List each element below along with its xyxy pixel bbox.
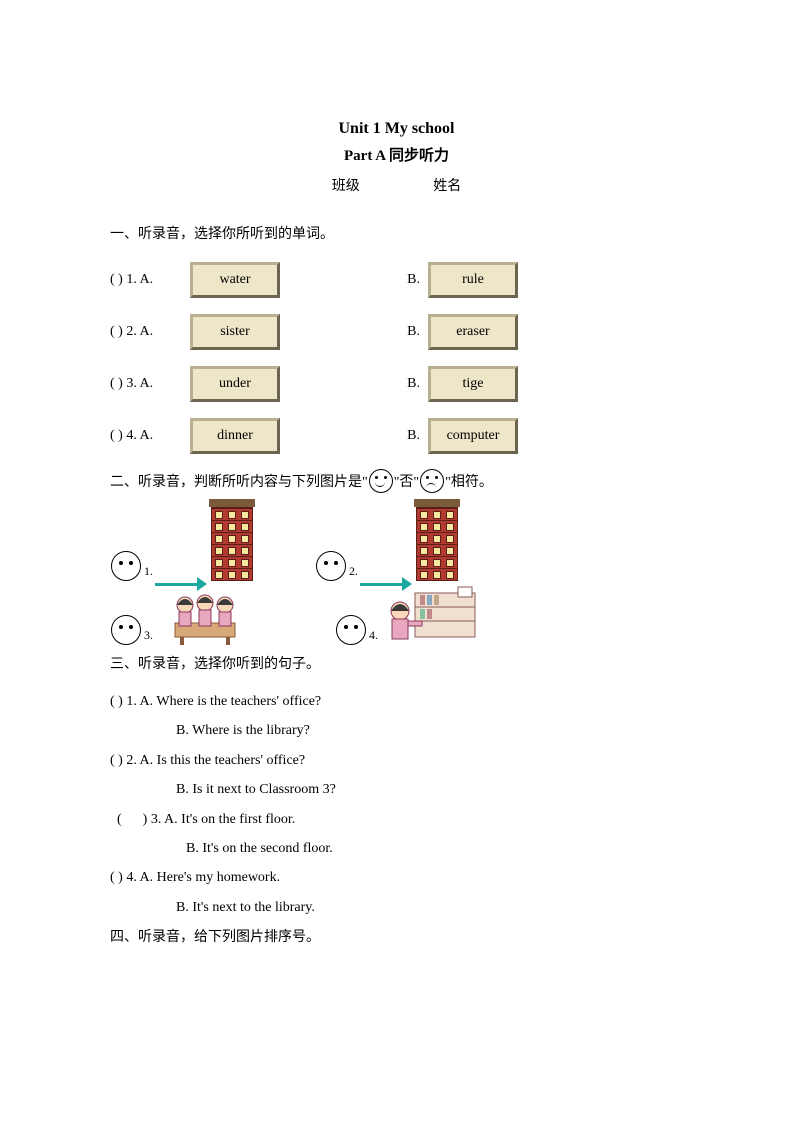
class-label: 班级 [332,175,360,195]
s1-q4-optB: computer [428,418,518,454]
cartoon-students-icon [155,585,255,645]
s1-q4-b-prefix: B. [280,428,428,444]
s2-num-2: 2. [349,564,358,579]
sad-icon [420,469,444,493]
s3-q1-a[interactable]: ( ) 1. A. Where is the teachers' office? [110,687,683,716]
page-subtitle: Part A 同步听力 [110,144,683,165]
s2-num-4: 4. [369,628,378,643]
smile-icon [369,469,393,493]
answer-face-1[interactable] [111,551,141,581]
s2-row-2: 3. [110,585,683,645]
s1-row-3: ( ) 3. A. under B. tige [110,361,683,407]
s1-q2-prefix[interactable]: ( ) 2. A. [110,324,190,340]
s1-row-4: ( ) 4. A. dinner B. computer [110,413,683,459]
s1-q3-optB: tige [428,366,518,402]
s3-q2-a[interactable]: ( ) 2. A. Is this the teachers' office? [110,746,683,775]
s2-item-2: 2. [315,499,460,581]
student-info-line: 班级 姓名 [110,175,683,195]
section4-title: 四、听录音，给下列图片排序号。 [110,926,683,946]
answer-face-4[interactable] [336,615,366,645]
section1-title: 一、听录音，选择你所听到的单词。 [110,223,683,243]
s3-q1-b: B. Where is the library? [110,716,683,745]
s1-q2-optB: eraser [428,314,518,350]
s1-row-2: ( ) 2. A. sister B. eraser [110,309,683,355]
s3-q4-a[interactable]: ( ) 4. A. Here's my homework. [110,863,683,892]
s3-q2-b: B. Is it next to Classroom 3? [110,775,683,804]
answer-face-2[interactable] [316,551,346,581]
answer-face-3[interactable] [111,615,141,645]
s1-q1-b-prefix: B. [280,272,428,288]
building-icon-1 [209,499,255,581]
page-title: Unit 1 My school [110,120,683,138]
s1-q2-b-prefix: B. [280,324,428,340]
s2-num-1: 1. [144,564,153,579]
section3-title: 三、听录音，选择你听到的句子。 [110,653,683,673]
s1-q4-prefix[interactable]: ( ) 4. A. [110,428,190,444]
building-icon-2 [414,499,460,581]
s2-item-3: 3. [110,585,255,645]
s3-q4-b: B. It's next to the library. [110,893,683,922]
name-label: 姓名 [433,175,461,195]
s2-title-p1: 二、听录音，判断所听内容与下列图片是" [110,471,368,491]
s1-q1-prefix[interactable]: ( ) 1. A. [110,272,190,288]
s2-title-p3: "相符。 [445,471,493,491]
s2-num-3: 3. [144,628,153,643]
s2-title-p2: "否" [394,471,419,491]
cartoon-library-icon [380,585,480,645]
s1-q4-optA: dinner [190,418,280,454]
section2-title: 二、听录音，判断所听内容与下列图片是" "否" "相符。 [110,469,683,493]
s3-q3-b: B. It's on the second floor. [110,834,683,863]
s1-q3-b-prefix: B. [280,376,428,392]
s2-row-1: 1. 2. [110,499,683,581]
s3-q3-a[interactable]: ( ) 3. A. It's on the first floor. [110,805,683,834]
s1-q3-optA: under [190,366,280,402]
s1-q3-prefix[interactable]: ( ) 3. A. [110,376,190,392]
s1-row-1: ( ) 1. A. water B. rule [110,257,683,303]
s1-q1-optB: rule [428,262,518,298]
s2-item-4: 4. [335,585,480,645]
s1-q1-optA: water [190,262,280,298]
s1-q2-optA: sister [190,314,280,350]
worksheet-page: Unit 1 My school Part A 同步听力 班级 姓名 一、听录音… [0,0,793,1122]
s2-item-1: 1. [110,499,255,581]
